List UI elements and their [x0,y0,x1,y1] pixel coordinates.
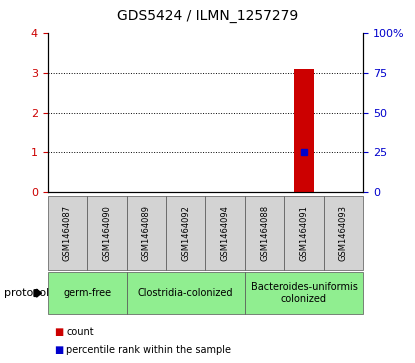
Text: GSM1464092: GSM1464092 [181,205,190,261]
Text: ■: ■ [54,327,63,337]
Text: protocol: protocol [4,288,49,298]
Text: Clostridia-colonized: Clostridia-colonized [138,288,234,298]
Text: GSM1464089: GSM1464089 [142,205,151,261]
Text: GSM1464091: GSM1464091 [300,205,308,261]
Text: GSM1464094: GSM1464094 [221,205,229,261]
Text: GSM1464090: GSM1464090 [103,205,111,261]
Text: GSM1464093: GSM1464093 [339,205,348,261]
Text: GDS5424 / ILMN_1257279: GDS5424 / ILMN_1257279 [117,9,298,23]
Text: Bacteroides-uniformis
colonized: Bacteroides-uniformis colonized [251,282,357,304]
Text: percentile rank within the sample: percentile rank within the sample [66,345,232,355]
Text: GSM1464088: GSM1464088 [260,205,269,261]
Text: count: count [66,327,94,337]
Text: ■: ■ [54,345,63,355]
Bar [294,69,314,192]
Text: GSM1464087: GSM1464087 [63,205,72,261]
Text: germ-free: germ-free [63,288,111,298]
